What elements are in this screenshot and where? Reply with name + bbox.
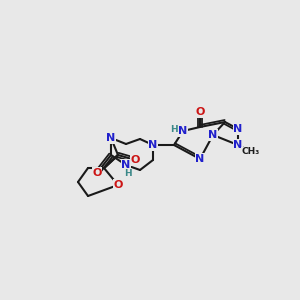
Text: N: N [195, 154, 205, 164]
Text: CH₃: CH₃ [242, 148, 260, 157]
Text: N: N [106, 133, 116, 143]
Text: N: N [178, 126, 188, 136]
Text: O: O [92, 168, 102, 178]
Text: O: O [195, 107, 205, 117]
Text: N: N [122, 160, 130, 170]
Text: H: H [124, 169, 132, 178]
Text: N: N [233, 124, 243, 134]
Text: N: N [148, 140, 158, 150]
Text: N: N [208, 130, 217, 140]
Text: O: O [130, 155, 140, 165]
Text: H: H [170, 124, 178, 134]
Text: N: N [233, 140, 243, 150]
Text: O: O [113, 180, 123, 190]
